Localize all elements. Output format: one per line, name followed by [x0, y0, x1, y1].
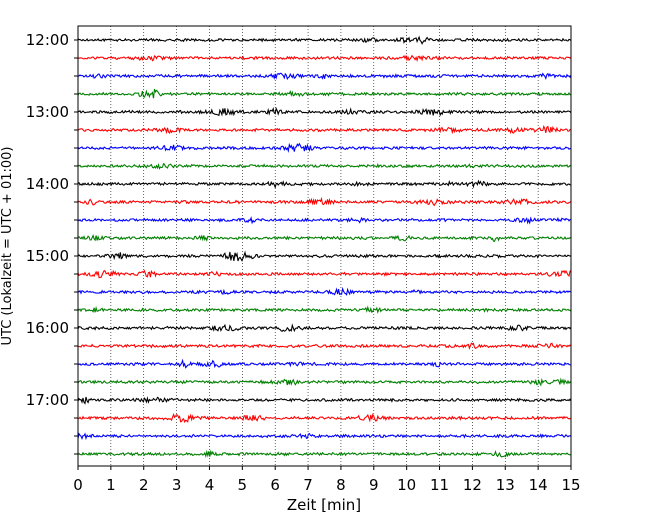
x-axis-label: Zeit [min] [287, 496, 361, 514]
trace-line [77, 432, 572, 441]
y-axis-label: UTC (Lokalzeit = UTC + 01:00) [0, 147, 15, 346]
trace-line [77, 54, 572, 63]
trace-line [77, 396, 572, 405]
x-tick-label: 6 [270, 476, 280, 494]
trace-line [77, 234, 572, 243]
trace-line [77, 142, 572, 153]
trace-lines [77, 35, 572, 459]
trace-line [77, 179, 572, 190]
trace-line [77, 35, 572, 45]
x-tick-label: 7 [303, 476, 313, 494]
x-axis-ticks: 0 1 2 3 4 5 6 7 8 9 10 11 12 13 14 15 [73, 466, 581, 494]
y-tick-label: 15:00 [26, 247, 69, 265]
x-tick-label: 1 [106, 476, 116, 494]
y-tick-label: 12:00 [26, 31, 69, 49]
x-tick-label: 5 [238, 476, 248, 494]
trace-line [77, 269, 572, 279]
x-tick-label: 12 [463, 476, 482, 494]
x-tick-label: 3 [172, 476, 182, 494]
x-tick-label: 4 [205, 476, 215, 494]
x-tick-label: 2 [139, 476, 149, 494]
y-tick-label: 14:00 [26, 175, 69, 193]
trace-line [77, 323, 572, 333]
trace-line [77, 286, 572, 296]
y-tick-label: 17:00 [26, 391, 69, 409]
x-tick-label: 15 [561, 476, 580, 494]
trace-line [77, 106, 572, 117]
trace-line [77, 124, 572, 135]
x-tick-label: 9 [369, 476, 379, 494]
trace-line [77, 250, 572, 262]
plot-frame [77, 25, 572, 467]
x-tick-label: 8 [336, 476, 346, 494]
trace-line [77, 216, 572, 225]
trace-line [77, 162, 571, 170]
x-tick-label: 13 [496, 476, 515, 494]
x-tick-label: 11 [430, 476, 449, 494]
trace-line [77, 377, 572, 387]
trace-line [77, 342, 572, 350]
trace-line [77, 196, 572, 207]
trace-line [77, 412, 572, 424]
vertical-gridlines [110, 26, 539, 466]
y-axis-ticks: 12:00 13:00 14:00 15:00 16:00 17:00 [26, 31, 78, 455]
x-tick-label: 10 [397, 476, 416, 494]
trace-line [77, 449, 572, 459]
trace-line [77, 88, 572, 99]
trace-line [77, 358, 572, 369]
trace-line [77, 305, 572, 314]
x-tick-label: 14 [529, 476, 548, 494]
y-tick-label: 13:00 [26, 103, 69, 121]
x-tick-label: 0 [73, 476, 83, 494]
trace-line [77, 72, 572, 81]
y-tick-label: 16:00 [26, 319, 69, 337]
